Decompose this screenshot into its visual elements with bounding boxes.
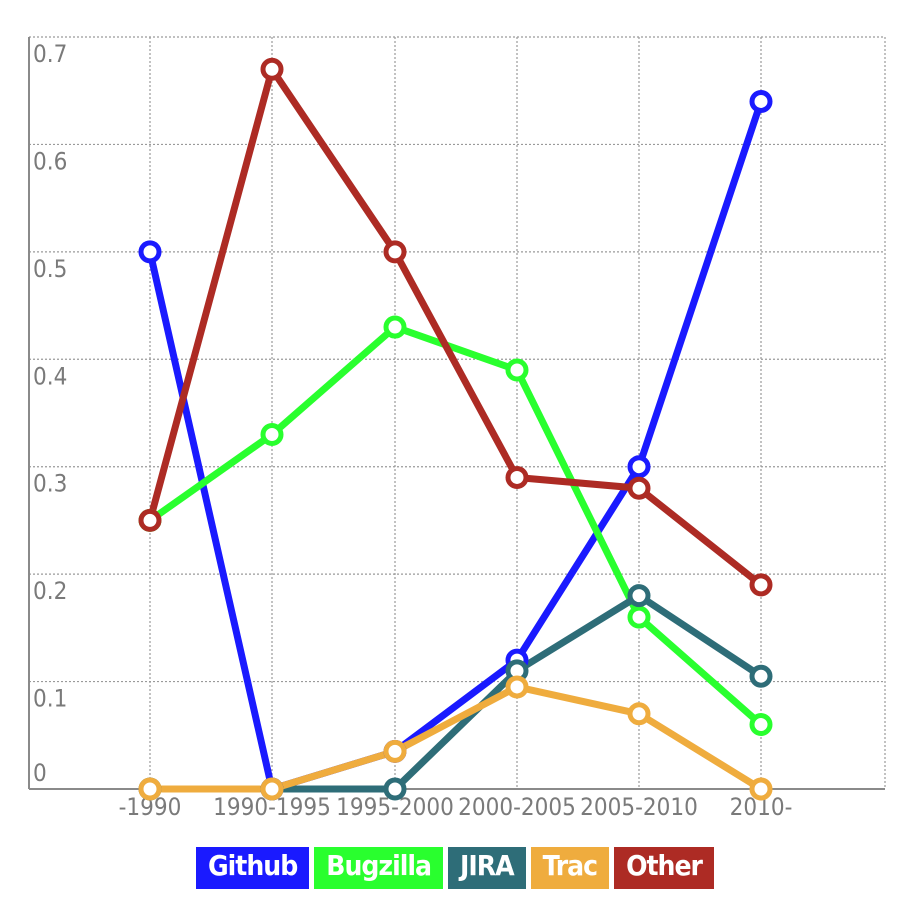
y-tick-label: 0.4 bbox=[33, 362, 67, 390]
series-line-jira bbox=[146, 592, 765, 793]
legend: Github Bugzilla JIRA Trac Other bbox=[0, 847, 910, 889]
series-line-github bbox=[146, 97, 765, 793]
legend-item-trac[interactable]: Trac bbox=[530, 847, 610, 889]
series-points bbox=[138, 57, 773, 801]
legend-item-other[interactable]: Other bbox=[614, 847, 714, 889]
data-point-bugzilla[interactable] bbox=[749, 713, 773, 737]
y-axis-ticks: 0 0.1 0.2 0.3 0.4 0.5 0.6 0.7 bbox=[33, 40, 67, 787]
data-point-other[interactable] bbox=[138, 508, 162, 532]
series-line-bugzilla bbox=[146, 323, 765, 729]
y-tick-label: 0.6 bbox=[33, 147, 67, 175]
data-point-other[interactable] bbox=[749, 573, 773, 597]
series-lines bbox=[146, 65, 765, 793]
data-point-bugzilla[interactable] bbox=[505, 358, 529, 382]
data-point-jira[interactable] bbox=[749, 664, 773, 688]
y-tick-label: 0.5 bbox=[33, 255, 67, 283]
legend-item-bugzilla[interactable]: Bugzilla bbox=[314, 847, 443, 889]
x-axis-ticks: -1990 1990-1995 1995-2000 2000-2005 2005-201… bbox=[119, 793, 793, 821]
data-point-jira[interactable] bbox=[627, 584, 651, 608]
y-tick-label: 0.2 bbox=[33, 577, 67, 605]
data-point-bugzilla[interactable] bbox=[383, 315, 407, 339]
data-point-trac[interactable] bbox=[749, 777, 773, 801]
data-point-bugzilla[interactable] bbox=[627, 605, 651, 629]
legend-item-github[interactable]: Github bbox=[196, 847, 310, 889]
data-point-trac[interactable] bbox=[627, 702, 651, 726]
data-point-other[interactable] bbox=[505, 465, 529, 489]
y-tick-label: 0.1 bbox=[33, 685, 67, 713]
data-point-trac[interactable] bbox=[383, 739, 407, 763]
data-point-other[interactable] bbox=[260, 57, 284, 81]
data-point-bugzilla[interactable] bbox=[260, 422, 284, 446]
x-tick-label: 2000-2005 bbox=[458, 793, 576, 821]
y-tick-label: 0.3 bbox=[33, 470, 67, 498]
x-tick-label: 2005-2010 bbox=[580, 793, 698, 821]
data-point-github[interactable] bbox=[627, 455, 651, 479]
line-chart: 0 0.1 0.2 0.3 0.4 0.5 0.6 0.7 -1990 1990-1995 199… bbox=[28, 36, 886, 821]
series-line-other bbox=[146, 65, 765, 589]
data-point-jira[interactable] bbox=[383, 777, 407, 801]
data-point-other[interactable] bbox=[383, 240, 407, 264]
y-tick-label: 0 bbox=[33, 759, 47, 787]
data-point-trac[interactable] bbox=[505, 675, 529, 699]
y-tick-label: 0.7 bbox=[33, 40, 67, 68]
legend-item-jira[interactable]: JIRA bbox=[447, 847, 526, 889]
series-line-trac bbox=[146, 683, 765, 793]
data-point-github[interactable] bbox=[749, 89, 773, 113]
data-point-trac[interactable] bbox=[138, 777, 162, 801]
data-point-trac[interactable] bbox=[260, 777, 284, 801]
data-point-github[interactable] bbox=[138, 240, 162, 264]
data-point-other[interactable] bbox=[627, 476, 651, 500]
